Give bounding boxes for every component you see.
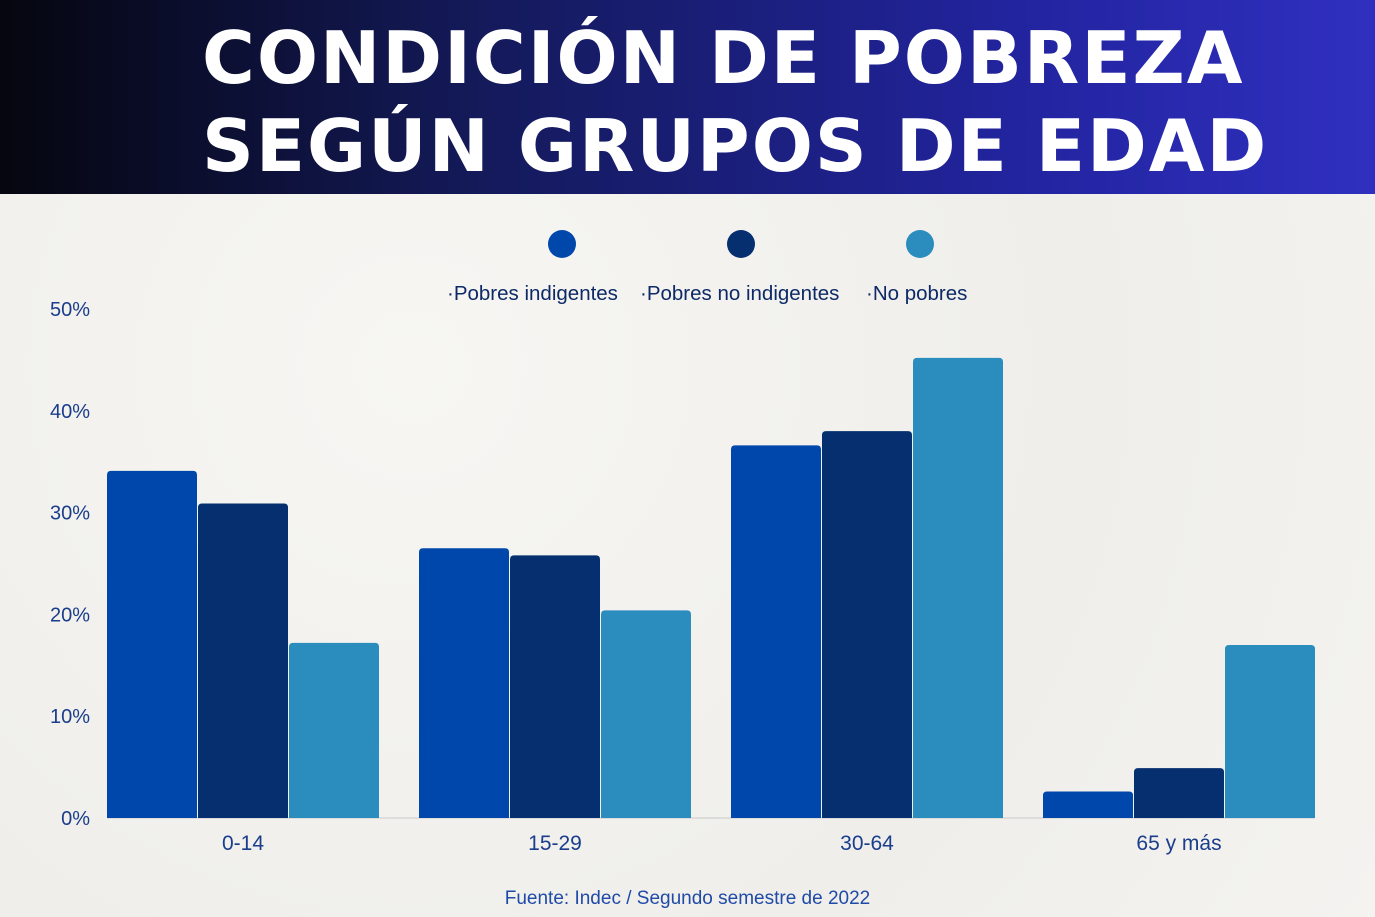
y-tick-label: 30% <box>50 503 90 525</box>
x-tick-label: 15-29 <box>528 832 582 855</box>
bar-chart: 0% 10% 20% 30% 40% 50% 0-14 15-29 30-64 65 y más ·… <box>50 230 1315 855</box>
legend-label: ·Pobres indigentes <box>447 282 618 305</box>
y-tick-label: 40% <box>50 401 90 423</box>
bar <box>1134 768 1224 818</box>
x-tick-label: 65 y más <box>1136 832 1221 855</box>
header-banner: CONDICIÓN DE POBREZA SEGÚN GRUPOS DE EDA… <box>0 0 1375 194</box>
title-line-2: SEGÚN GRUPOS DE EDAD <box>202 104 1269 188</box>
legend-label: ·No pobres <box>866 282 967 305</box>
legend-label: ·Pobres no indigentes <box>640 282 839 305</box>
bar <box>419 548 509 818</box>
bar <box>1043 791 1133 818</box>
bar <box>1225 644 1315 818</box>
bar <box>913 357 1003 818</box>
bar <box>198 503 288 818</box>
bar <box>822 431 912 818</box>
bar <box>289 642 379 818</box>
legend-dot <box>906 230 934 258</box>
y-tick-label: 50% <box>50 299 90 321</box>
x-tick-label: 0-14 <box>222 832 264 855</box>
bar <box>601 610 691 818</box>
legend-dot <box>548 230 576 258</box>
y-tick-label: 0% <box>61 808 90 830</box>
page-title: CONDICIÓN DE POBREZA SEGÚN GRUPOS DE EDA… <box>202 14 1268 190</box>
source-note: Fuente: Indec / Segundo semestre de 2022 <box>504 888 871 909</box>
legend-dot <box>727 230 755 258</box>
title-line-1: CONDICIÓN DE POBREZA <box>202 16 1245 100</box>
y-tick-label: 20% <box>50 604 90 626</box>
bar <box>510 555 600 818</box>
y-tick-label: 10% <box>50 706 90 728</box>
bar <box>731 445 821 818</box>
x-tick-label: 30-64 <box>840 832 894 855</box>
bar <box>107 470 197 818</box>
